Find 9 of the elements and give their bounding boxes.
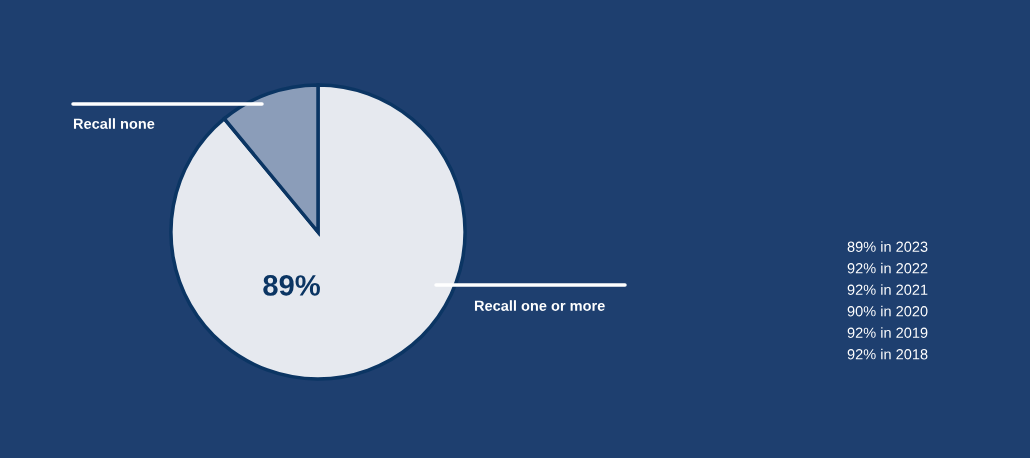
slice-label: Recall none (73, 118, 155, 129)
text: 89% in 2023 (847, 241, 928, 252)
slice-label: Recall one or more (474, 300, 605, 311)
text: 92% in 2021 (847, 284, 928, 295)
text: 92% in 2022 (847, 262, 928, 274)
text: 92% in 2018 (847, 348, 928, 360)
data-label: 89% (263, 275, 320, 296)
text: 90% in 2020 (847, 305, 928, 317)
text: 92% in 2019 (847, 327, 928, 338)
